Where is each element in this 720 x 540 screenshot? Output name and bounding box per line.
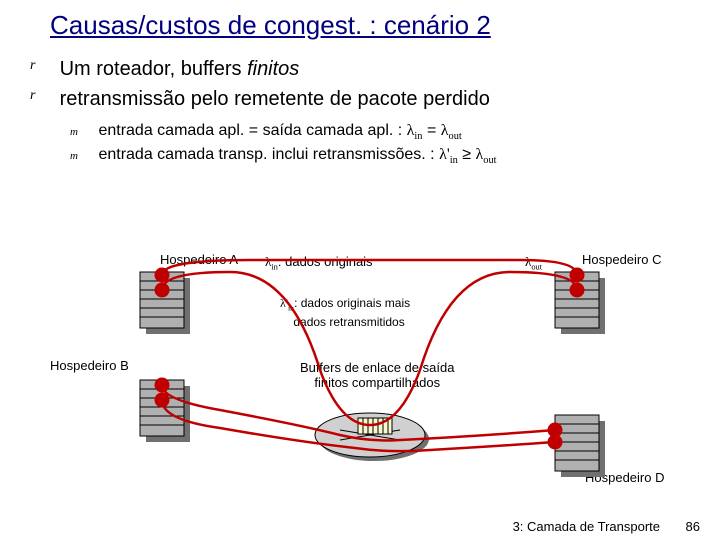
bullet-1-text: Um roteador, buffers [60,58,248,80]
slide-title: Causas/custos de congest. : cenário 2 [50,10,491,41]
lambda-prime-in: λ'in [439,146,458,163]
bullet-2: r retransmissão pelo remetente de pacote… [30,88,490,111]
lambda-in: λin [407,122,423,139]
sub-bullet-2-prefix: entrada camada transp. inclui retransmis… [98,146,439,163]
bullet-1: r Um roteador, buffers finitos [30,58,299,81]
footer-page: 86 [686,519,700,534]
sub-bullet-2: m entrada camada transp. inclui retransm… [70,146,497,166]
footer-chapter: 3: Camada de Transporte [513,519,660,534]
bullet-1-italic: finitos [247,58,299,80]
host-c-icon [555,272,605,334]
sub-bullet-1-prefix: entrada camada apl. = saída camada apl. … [98,122,406,139]
host-a-icon [140,272,190,334]
lambda-out-2: λout [476,146,497,163]
sub-bullet-1: m entrada camada apl. = saída camada apl… [70,122,462,142]
eq-mid: = [427,122,441,139]
bullet-marker: r [30,58,44,74]
bullet-marker: r [30,88,44,104]
eq-mid-2: ≥ [462,146,475,163]
lambda-out: λout [441,122,462,139]
sub-bullet-marker: m [70,150,84,162]
sub-bullet-marker: m [70,126,84,138]
flow-a-to-c [162,260,577,425]
network-diagram [0,250,720,510]
host-d-icon [555,415,605,477]
router-icon [315,413,429,461]
bullet-2-text: retransmissão pelo remetente de pacote p… [60,88,490,110]
host-b-icon [140,380,190,442]
